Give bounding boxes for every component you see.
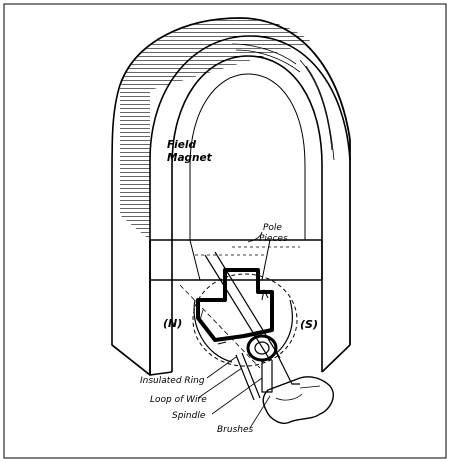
label-north-pole: (N) bbox=[163, 317, 182, 330]
label-pole-pieces-line2: Pieces bbox=[259, 234, 288, 244]
crank-handle bbox=[262, 376, 334, 424]
label-south-pole: (S) bbox=[300, 318, 318, 331]
label-spindle: Spindle bbox=[172, 411, 206, 421]
label-field-magnet-line1: Field bbox=[167, 139, 196, 151]
label-pole-pieces-line1: Pole bbox=[263, 223, 282, 233]
frame-border bbox=[3, 3, 447, 459]
label-insulated-ring: Insulated Ring bbox=[140, 376, 205, 386]
armature bbox=[179, 251, 300, 401]
field-magnet bbox=[111, 17, 351, 376]
label-field-magnet-line2: Magnet bbox=[167, 152, 213, 164]
label-brushes: Brushes bbox=[217, 425, 254, 435]
label-loop-of-wire: Loop of Wire bbox=[150, 395, 207, 405]
pole-pieces-block bbox=[149, 239, 323, 375]
leader-lines bbox=[197, 231, 271, 429]
